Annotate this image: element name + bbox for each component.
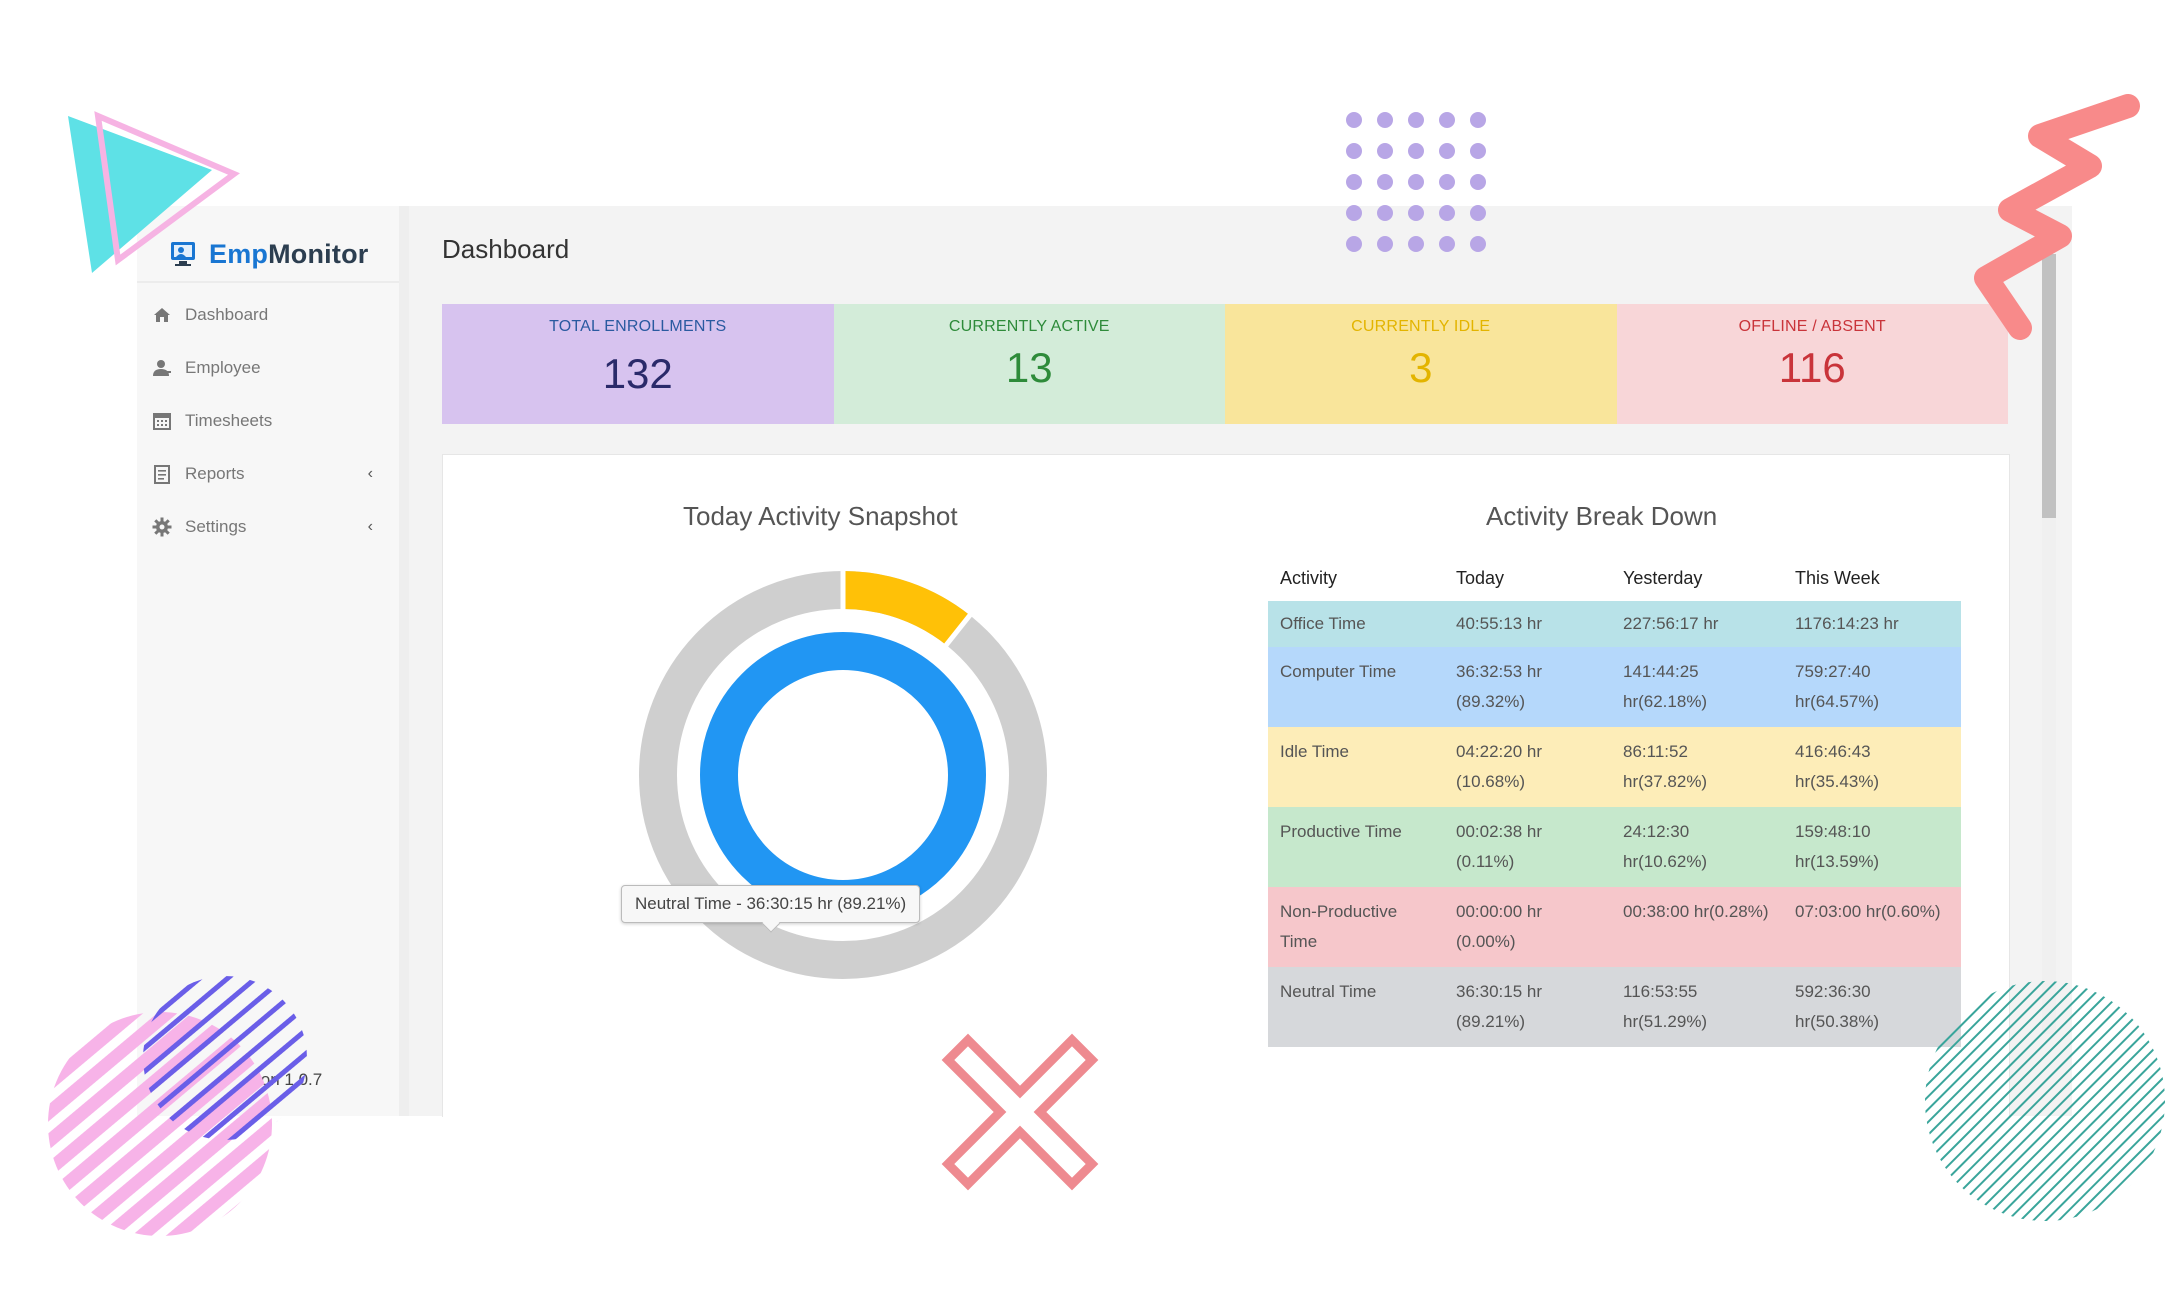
user-icon: [153, 359, 171, 376]
column-header-yesterday[interactable]: Yesterday: [1623, 567, 1703, 588]
table-row[interactable]: Neutral Time 36:30:15 hr (89.21%) 116:53…: [1268, 967, 1961, 1047]
cell-today: 36:32:53 hr (89.32%): [1444, 647, 1611, 727]
stat-total-enrollments[interactable]: TOTAL ENROLLMENTS 132: [442, 304, 834, 424]
cell-today: 40:55:13 hr: [1444, 601, 1611, 647]
cell-week: 592:36:30 hr(50.38%): [1783, 967, 1961, 1047]
sidebar-item-label: Dashboard: [185, 304, 269, 324]
zigzag-decoration-icon: [1974, 94, 2140, 340]
cell-week: 1176:14:23 hr: [1783, 601, 1961, 647]
column-header-activity[interactable]: Activity: [1280, 567, 1338, 588]
cell-week: 159:48:10 hr(13.59%): [1783, 807, 1961, 887]
cell-today: 04:22:20 hr (10.68%): [1444, 727, 1611, 807]
stat-label: CURRENTLY ACTIVE: [948, 318, 1110, 335]
donut-inner-ring[interactable]: [700, 632, 986, 918]
cell-week: 759:27:40 hr(64.57%): [1783, 647, 1961, 727]
cell-activity: Neutral Time: [1268, 967, 1444, 1047]
cell-today: 00:02:38 hr (0.11%): [1444, 807, 1611, 887]
cell-activity: Idle Time: [1268, 727, 1444, 807]
table-row[interactable]: Productive Time 00:02:38 hr (0.11%) 24:1…: [1268, 807, 1961, 887]
calendar-icon: [153, 412, 171, 430]
sidebar-item-timesheets[interactable]: Timesheets: [137, 394, 399, 447]
sidebar-item-label: Employee: [185, 357, 261, 377]
emp-monitor-logo-icon: [171, 242, 195, 266]
striped-circles-decoration-icon: [48, 976, 307, 1236]
stat-offline-absent[interactable]: OFFLINE / ABSENT 116: [1616, 304, 2008, 424]
cell-today: 36:30:15 hr (89.21%): [1444, 967, 1611, 1047]
table-row[interactable]: Idle Time 04:22:20 hr (10.68%) 86:11:52 …: [1268, 727, 1961, 807]
x-mark-decoration-icon: [941, 1033, 1099, 1191]
cell-yesterday: 86:11:52 hr(37.82%): [1611, 727, 1783, 807]
sidebar: EmpMonitor Dashboard Employee: [137, 206, 409, 1116]
cell-week: 416:46:43 hr(35.43%): [1783, 727, 1961, 807]
activity-panel: Today Activity Snapshot Neutral Time - 3…: [442, 454, 2010, 1117]
stat-label: OFFLINE / ABSENT: [1738, 318, 1886, 335]
sidebar-item-employee[interactable]: Employee: [137, 341, 399, 394]
stat-value: 132: [602, 350, 673, 397]
stat-currently-active[interactable]: CURRENTLY ACTIVE 13: [833, 304, 1225, 424]
table-header-row: Activity Today Yesterday This Week: [1268, 555, 1961, 601]
cell-week: 07:03:00 hr(0.60%): [1783, 887, 1961, 967]
stat-value: 116: [1778, 344, 1846, 391]
cell-yesterday: 00:38:00 hr(0.28%): [1611, 887, 1783, 967]
column-header-today[interactable]: Today: [1456, 567, 1505, 588]
scrollbar-thumb[interactable]: [2042, 254, 2056, 518]
home-icon: [154, 307, 170, 322]
table-row[interactable]: Non-Productive Time 00:00:00 hr (0.00%) …: [1268, 887, 1961, 967]
chart-tooltip: Neutral Time - 36:30:15 hr (89.21%): [621, 885, 921, 923]
stat-value: 3: [1409, 344, 1433, 391]
cell-activity: Office Time: [1268, 601, 1444, 647]
donut-segment-gap: [942, 611, 974, 649]
stat-label: CURRENTLY IDLE: [1351, 318, 1491, 335]
report-icon: [154, 464, 170, 484]
brand-name-emp: Emp: [209, 238, 269, 269]
sidebar-nav: Dashboard Employee Timesheets: [137, 288, 399, 553]
triangle-decoration-icon: [68, 111, 240, 273]
app-window: EmpMonitor Dashboard Employee: [137, 206, 2072, 1117]
sidebar-item-label: Reports: [185, 463, 245, 483]
stats-row: TOTAL ENROLLMENTS 132 CURRENTLY ACTIVE 1…: [442, 304, 2008, 424]
brand-name-monitor: Monitor: [268, 238, 369, 269]
column-header-this-week[interactable]: This Week: [1795, 567, 1880, 588]
main-content: Dashboard TOTAL ENROLLMENTS 132 CURRENTL…: [409, 206, 2072, 1117]
cell-today: 00:00:00 hr (0.00%): [1444, 887, 1611, 967]
sidebar-item-dashboard[interactable]: Dashboard: [137, 288, 399, 341]
brand[interactable]: EmpMonitor: [169, 226, 368, 282]
cell-yesterday: 227:56:17 hr: [1611, 601, 1783, 647]
sidebar-item-settings[interactable]: Settings ‹: [137, 500, 399, 553]
table-row[interactable]: Office Time 40:55:13 hr 227:56:17 hr 117…: [1268, 601, 1961, 647]
stat-label: TOTAL ENROLLMENTS: [549, 318, 727, 335]
dots-grid-decoration-icon: [1346, 112, 1486, 252]
cell-activity: Non-Productive Time: [1268, 887, 1444, 967]
cell-yesterday: 24:12:30 hr(10.62%): [1611, 807, 1783, 887]
activity-breakdown-table: Activity Today Yesterday This Week Offic…: [1268, 555, 1961, 1047]
gear-icon: [152, 517, 172, 536]
vertical-scrollbar[interactable]: [2042, 254, 2056, 1034]
divider: [137, 281, 399, 283]
cell-activity: Computer Time: [1268, 647, 1444, 727]
cell-activity: Productive Time: [1268, 807, 1444, 887]
sidebar-item-label: Timesheets: [185, 410, 273, 430]
brand-name: EmpMonitor: [209, 239, 368, 270]
snapshot-title: Today Activity Snapshot: [683, 501, 958, 531]
hatched-circle-decoration-icon: [1925, 981, 2165, 1221]
cell-yesterday: 141:44:25 hr(62.18%): [1611, 647, 1783, 727]
chevron-left-icon[interactable]: ‹: [367, 517, 373, 535]
cell-yesterday: 116:53:55 hr(51.29%): [1611, 967, 1783, 1047]
breakdown-title: Activity Break Down: [1486, 501, 1718, 531]
donut-outer-highlight[interactable]: [842, 571, 970, 646]
stat-currently-idle[interactable]: CURRENTLY IDLE 3: [1225, 304, 1617, 424]
sidebar-item-label: Settings: [185, 516, 247, 536]
table-row[interactable]: Computer Time 36:32:53 hr (89.32%) 141:4…: [1268, 647, 1961, 727]
chevron-left-icon[interactable]: ‹: [367, 464, 373, 482]
sidebar-item-reports[interactable]: Reports ‹: [137, 447, 399, 500]
page-title: Dashboard: [442, 234, 570, 264]
stat-value: 13: [1005, 344, 1053, 391]
